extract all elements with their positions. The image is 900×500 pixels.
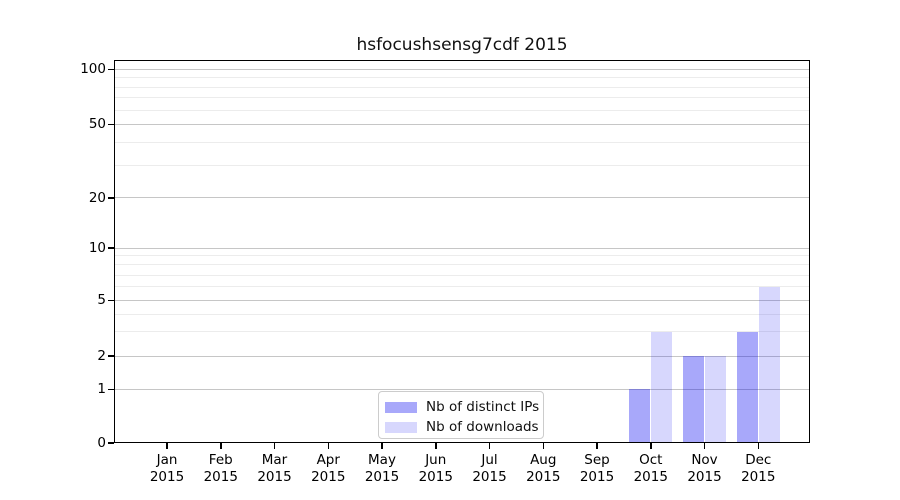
y-tick-mark-0 bbox=[108, 442, 114, 444]
x-tick-mark-feb bbox=[220, 443, 222, 449]
gridline-60 bbox=[115, 109, 809, 111]
y-tick-label-10: 10 bbox=[88, 240, 106, 256]
y-tick-mark-5 bbox=[108, 299, 114, 302]
bar-nov-distinct-ips bbox=[683, 356, 704, 442]
gridline-80 bbox=[115, 86, 809, 88]
legend-swatch-distinct-ips-icon bbox=[385, 401, 417, 413]
legend-label-downloads: Nb of downloads bbox=[426, 419, 539, 435]
x-tick-mark-oct bbox=[650, 443, 652, 449]
x-tick-label-jan: Jan 2015 bbox=[149, 452, 185, 485]
gridline-9 bbox=[115, 255, 809, 257]
bar-nov-downloads bbox=[705, 356, 726, 442]
x-tick-label-nov: Nov 2015 bbox=[687, 452, 722, 485]
x-tick-mark-jul bbox=[488, 443, 491, 449]
y-tick-label-2: 2 bbox=[97, 348, 106, 365]
x-tick-mark-aug bbox=[542, 443, 544, 449]
legend-swatch-downloads-icon bbox=[385, 421, 417, 433]
bar-dec-distinct-ips bbox=[736, 331, 758, 442]
x-tick-label-apr: Apr 2015 bbox=[311, 452, 346, 485]
x-tick-label-jun: Jun 2015 bbox=[418, 452, 453, 485]
x-tick-mark-may bbox=[381, 443, 383, 449]
y-tick-label-20: 20 bbox=[88, 189, 106, 206]
bar-oct-distinct-ips bbox=[629, 389, 651, 442]
x-tick-label-oct: Oct 2015 bbox=[633, 452, 668, 485]
y-tick-label-1: 1 bbox=[97, 381, 106, 398]
chart-title: hsfocushsensg7cdf 2015 bbox=[356, 35, 568, 55]
gridline-4 bbox=[115, 313, 809, 315]
y-tick-label-50: 50 bbox=[88, 116, 106, 133]
legend-label-distinct-ips: Nb of distinct IPs bbox=[426, 399, 540, 415]
x-tick-label-sep: Sep 2015 bbox=[579, 452, 615, 485]
x-tick-mark-sep bbox=[596, 443, 598, 449]
gridline-7 bbox=[115, 274, 809, 276]
gridline-3 bbox=[115, 331, 809, 333]
y-tick-label-100: 100 bbox=[80, 61, 106, 78]
gridline-1 bbox=[115, 388, 809, 390]
x-tick-mark-mar bbox=[273, 443, 276, 449]
x-tick-label-jul: Jul 2015 bbox=[472, 452, 507, 485]
gridline-10 bbox=[115, 247, 809, 249]
y-tick-mark-10 bbox=[108, 247, 114, 249]
gridline-5 bbox=[115, 299, 809, 301]
x-tick-label-may: May 2015 bbox=[364, 452, 400, 485]
x-tick-label-mar: Mar 2015 bbox=[257, 452, 292, 485]
gridline-30 bbox=[115, 164, 809, 166]
legend-item-distinct-ips: Nb of distinct IPs bbox=[385, 397, 543, 417]
gridline-50 bbox=[115, 123, 809, 125]
y-tick-mark-1 bbox=[108, 388, 114, 391]
gridline-6 bbox=[115, 286, 809, 288]
x-tick-label-aug: Aug 2015 bbox=[526, 452, 561, 485]
x-tick-label-dec: Dec 2015 bbox=[741, 452, 776, 485]
gridline-100 bbox=[115, 68, 809, 70]
gridline-2 bbox=[115, 355, 809, 357]
x-tick-mark-nov bbox=[703, 443, 706, 449]
x-tick-mark-jan bbox=[166, 443, 168, 449]
y-tick-mark-100 bbox=[108, 68, 114, 71]
bar-oct-downloads bbox=[651, 331, 673, 442]
legend-item-downloads: Nb of downloads bbox=[385, 417, 543, 437]
y-tick-label-5: 5 bbox=[97, 292, 106, 309]
bar-dec-downloads bbox=[758, 286, 780, 442]
y-tick-label-0: 0 bbox=[97, 435, 106, 451]
gridline-8 bbox=[115, 264, 809, 266]
x-tick-label-feb: Feb 2015 bbox=[203, 452, 238, 485]
x-tick-mark-apr bbox=[327, 443, 329, 449]
y-tick-mark-2 bbox=[108, 355, 114, 357]
x-tick-mark-jun bbox=[435, 443, 437, 449]
y-tick-mark-20 bbox=[108, 197, 114, 199]
gridline-40 bbox=[115, 141, 809, 143]
gridline-90 bbox=[115, 77, 809, 79]
x-tick-mark-dec bbox=[757, 443, 759, 449]
legend: Nb of distinct IPs Nb of downloads bbox=[378, 391, 544, 439]
y-tick-mark-50 bbox=[108, 123, 114, 126]
gridline-20 bbox=[115, 197, 809, 199]
gridline-70 bbox=[115, 97, 809, 99]
